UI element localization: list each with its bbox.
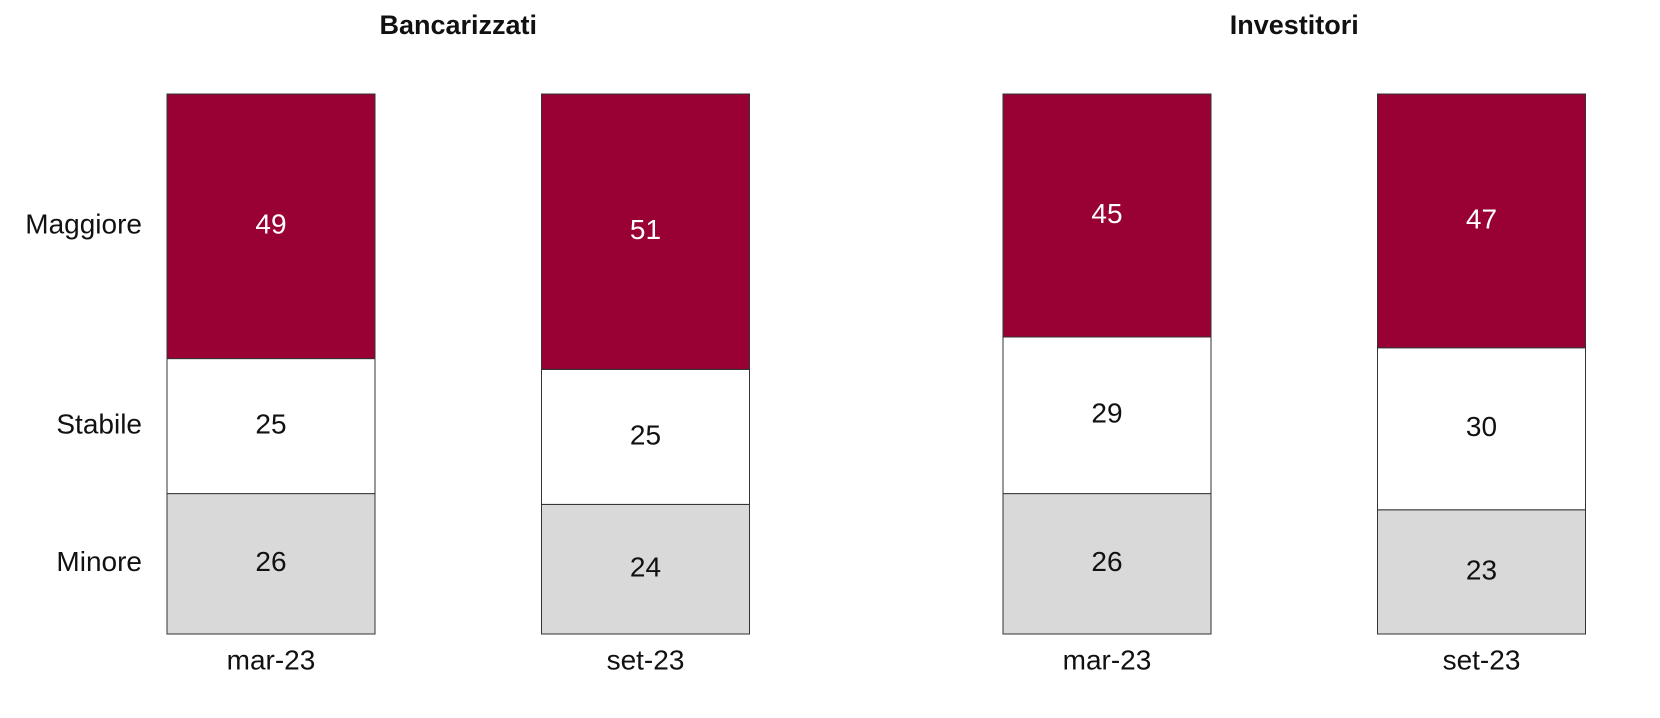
data-label: 51	[630, 214, 661, 245]
bar-segment	[541, 93, 750, 370]
data-label: 49	[255, 209, 286, 240]
bar-segment	[1377, 509, 1586, 635]
bar-segment	[166, 358, 376, 495]
x-tick-label: set-23	[1443, 644, 1521, 675]
bar-segment	[1002, 493, 1212, 635]
data-label: 23	[1466, 554, 1497, 585]
x-tick-label: mar-23	[1063, 644, 1152, 675]
x-tick-label: set-23	[607, 644, 685, 675]
x-tick-label: mar-23	[227, 644, 316, 675]
bar-segment	[1002, 93, 1212, 338]
data-label: 24	[630, 552, 661, 583]
chart-title: Bancarizzati	[379, 10, 537, 40]
bar-segment	[541, 368, 750, 505]
bar-segment	[1002, 336, 1212, 495]
data-label: 29	[1091, 398, 1122, 429]
bar-segment	[1377, 93, 1586, 349]
data-label: 26	[255, 546, 286, 577]
bar-segment	[166, 93, 376, 360]
data-label: 25	[255, 408, 286, 439]
legend-label: Minore	[56, 546, 142, 577]
bar-segment	[166, 493, 376, 635]
data-label: 47	[1466, 203, 1497, 234]
data-label: 45	[1091, 198, 1122, 229]
data-label: 26	[1091, 546, 1122, 577]
legend-label: Stabile	[56, 408, 142, 439]
legend-label: Maggiore	[25, 209, 142, 240]
data-label: 30	[1466, 411, 1497, 442]
bar-segment	[1377, 347, 1586, 511]
data-label: 25	[630, 419, 661, 450]
bar-segment	[541, 503, 750, 635]
chart-title: Investitori	[1230, 10, 1359, 40]
